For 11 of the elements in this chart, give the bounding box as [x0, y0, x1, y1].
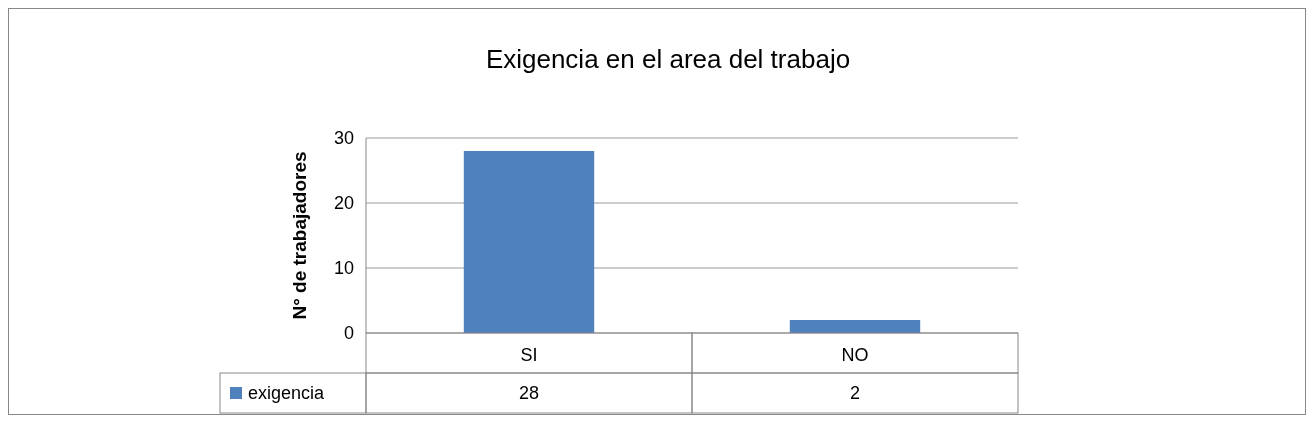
- x-tick-label: SI: [520, 345, 538, 366]
- chart-title: Exigencia en el area del trabajo: [485, 44, 851, 74]
- y-tick-label: 30: [333, 128, 354, 149]
- y-tick-label: 20: [333, 193, 354, 214]
- y-axis-title: N° de trabajadores: [289, 151, 310, 320]
- data-label: 2: [849, 383, 861, 404]
- data-label: 28: [518, 383, 540, 404]
- x-tick-label: NO: [841, 345, 869, 366]
- y-tick-label: 10: [333, 258, 354, 279]
- y-tick-label: 0: [343, 323, 354, 344]
- legend-label: exigencia: [248, 383, 326, 404]
